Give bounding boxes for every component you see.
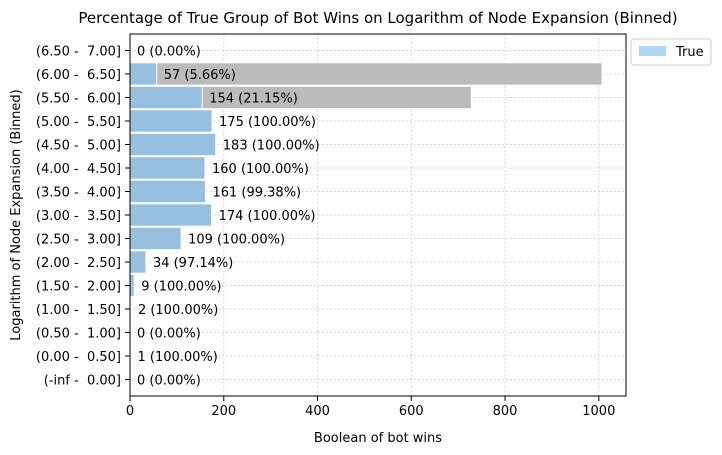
bar-true (129, 203, 213, 227)
bar-true (129, 179, 206, 204)
bar-value-label: 175 (100.00%) (219, 115, 316, 130)
bar-labels: 0 (0.00%) 1 (100.00%) 0 (0.00%) 2 (100.00%)… (137, 44, 320, 388)
bar-true (129, 109, 213, 133)
x-tick-label: 400 (305, 404, 330, 419)
legend-label-true: True (675, 45, 704, 60)
bar-value-label: 34 (97.14%) (153, 256, 233, 271)
bar-value-label: 154 (21.15%) (209, 91, 298, 106)
y-tick-label: (4.50 - 5.00] (36, 138, 121, 153)
y-tick-label: (6.00 - 6.50] (36, 68, 121, 83)
bar-value-label: 2 (100.00%) (138, 303, 218, 318)
y-tick-label: (3.00 - 3.50] (36, 209, 121, 224)
bar-value-label: 57 (5.66%) (164, 68, 236, 83)
bar-true (129, 85, 203, 110)
bar-value-label: 0 (0.00%) (137, 327, 201, 342)
bar-value-label: 109 (100.00%) (188, 233, 285, 248)
x-tick-label: 0 (126, 404, 134, 419)
legend: True (630, 38, 712, 66)
bar-value-label: 174 (100.00%) (219, 209, 316, 224)
y-tick-label: (1.00 - 1.50] (36, 303, 121, 318)
bar-value-label: 0 (0.00%) (137, 44, 201, 59)
bar-value-label: 160 (100.00%) (212, 162, 309, 177)
bar-true (129, 226, 182, 251)
y-tick-label: (3.50 - 4.00] (36, 185, 121, 200)
bar-value-label: 161 (99.38%) (212, 185, 301, 200)
y-tick-label: (-inf - 0.00] (44, 374, 121, 389)
x-tick-label: 600 (399, 404, 424, 419)
x-tick-label: 200 (211, 404, 236, 419)
bar-value-label: 0 (0.00%) (137, 374, 201, 389)
bar-true (129, 250, 147, 274)
y-axis-label: Logarithm of Node Expansion (Binned) (9, 89, 24, 340)
y-ticks: (-inf - 0.00] (0.00 - 0.50] (0.50 - 1.00] (… (36, 44, 130, 389)
bar-true (129, 132, 217, 157)
bar-value-label: 1 (100.00%) (137, 350, 217, 365)
bars-true (129, 62, 217, 368)
y-tick-label: (4.00 - 4.50] (36, 162, 121, 177)
bar-value-label: 9 (100.00%) (141, 280, 221, 295)
y-tick-label: (5.50 - 6.00] (36, 91, 121, 106)
legend-swatch-true (639, 46, 666, 56)
chart-title: Percentage of True Group of Bot Wins on … (78, 9, 677, 27)
x-tick-label: 1000 (582, 404, 615, 419)
bar-true (129, 273, 135, 298)
bar-value-label: 183 (100.00%) (223, 138, 320, 153)
y-tick-label: (1.50 - 2.00] (36, 280, 121, 295)
x-ticks: 0 200 400 600 800 1000 (126, 396, 615, 419)
legend-box (630, 38, 712, 66)
y-tick-label: (0.00 - 0.50] (36, 350, 121, 365)
y-tick-label: (2.00 - 2.50] (36, 256, 121, 271)
bar-true (129, 62, 158, 86)
x-tick-label: 800 (493, 404, 518, 419)
bar-true (129, 156, 206, 180)
x-axis-label: Boolean of bot wins (314, 431, 442, 446)
y-tick-label: (0.50 - 1.00] (36, 327, 121, 342)
y-tick-label: (5.00 - 5.50] (36, 115, 121, 130)
y-tick-label: (2.50 - 3.00] (36, 233, 121, 248)
y-tick-label: (6.50 - 7.00] (36, 44, 121, 59)
